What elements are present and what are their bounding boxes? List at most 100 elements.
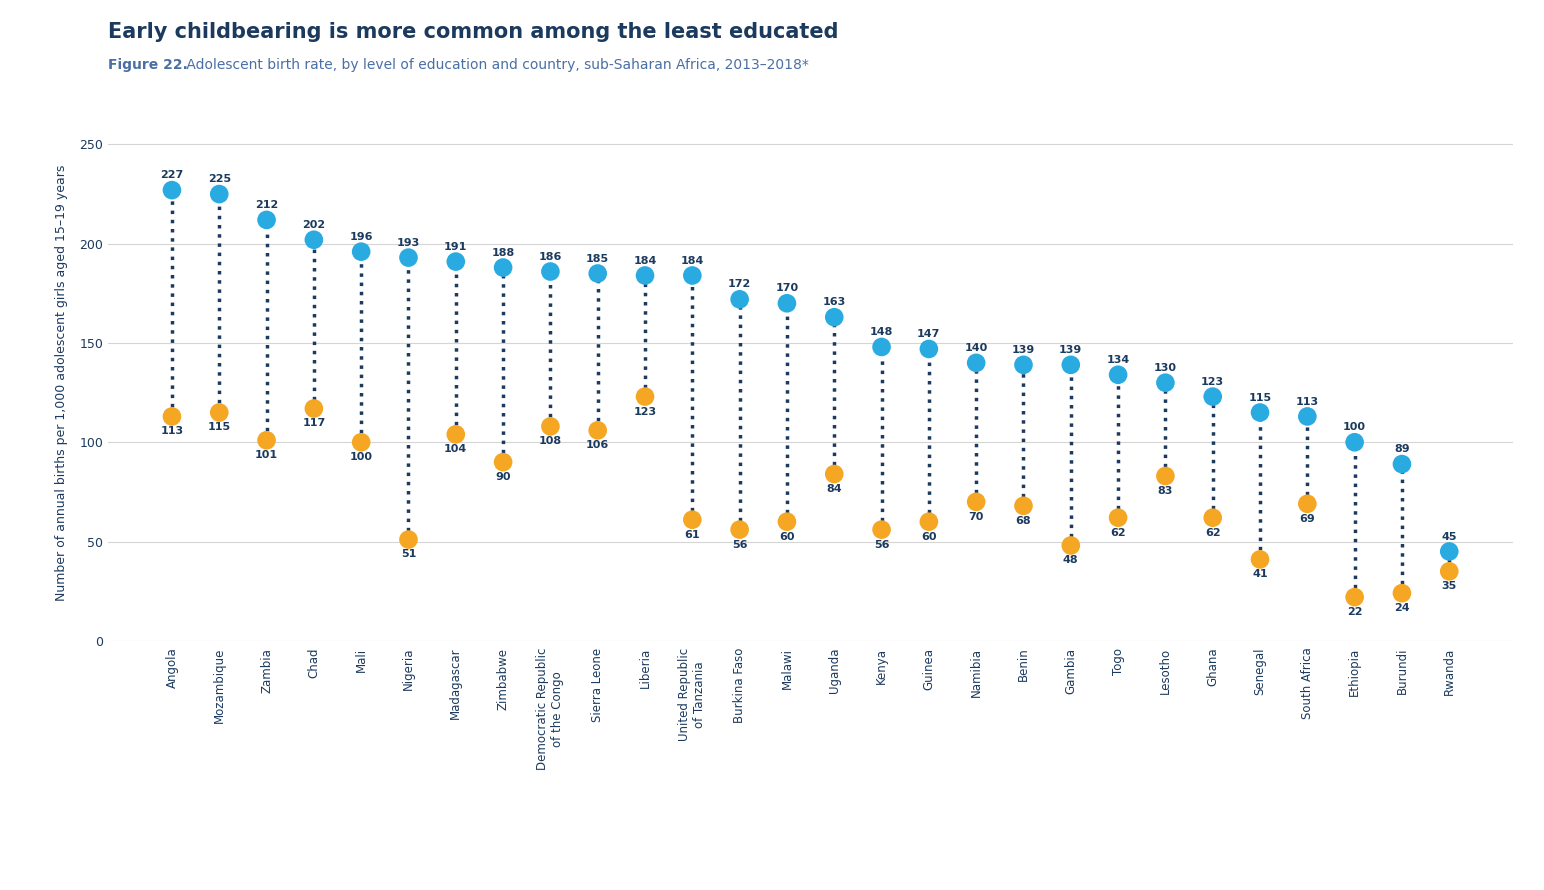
Text: 186: 186 bbox=[539, 252, 562, 262]
Text: 108: 108 bbox=[539, 436, 562, 446]
Text: 48: 48 bbox=[1062, 555, 1079, 565]
Point bbox=[207, 405, 232, 419]
Point bbox=[1200, 511, 1224, 525]
Point bbox=[1106, 511, 1130, 525]
Point bbox=[679, 513, 704, 527]
Text: 113: 113 bbox=[1295, 397, 1319, 407]
Point bbox=[537, 264, 562, 279]
Text: 147: 147 bbox=[917, 329, 940, 339]
Point bbox=[491, 455, 516, 469]
Point bbox=[917, 514, 942, 529]
Point bbox=[443, 255, 468, 269]
Point bbox=[821, 310, 846, 324]
Point bbox=[491, 261, 516, 275]
Text: Early childbearing is more common among the least educated: Early childbearing is more common among … bbox=[108, 22, 838, 42]
Text: 115: 115 bbox=[1249, 392, 1272, 402]
Text: 69: 69 bbox=[1300, 514, 1315, 523]
Point bbox=[1390, 457, 1414, 471]
Text: 115: 115 bbox=[208, 423, 230, 433]
Point bbox=[1248, 405, 1272, 419]
Point bbox=[585, 266, 610, 280]
Point bbox=[1248, 553, 1272, 567]
Text: 90: 90 bbox=[496, 472, 511, 482]
Text: 60: 60 bbox=[922, 531, 937, 542]
Text: 123: 123 bbox=[1201, 376, 1224, 386]
Point bbox=[397, 532, 422, 546]
Text: 45: 45 bbox=[1442, 531, 1458, 541]
Text: 170: 170 bbox=[775, 283, 798, 294]
Text: 139: 139 bbox=[1059, 345, 1082, 355]
Text: 51: 51 bbox=[401, 549, 417, 560]
Text: 70: 70 bbox=[968, 512, 984, 522]
Point bbox=[255, 213, 279, 227]
Point bbox=[1011, 498, 1036, 513]
Text: 212: 212 bbox=[255, 200, 278, 210]
Point bbox=[1295, 497, 1320, 511]
Point bbox=[207, 187, 232, 201]
Point bbox=[443, 427, 468, 441]
Text: 117: 117 bbox=[303, 418, 326, 428]
Point bbox=[159, 183, 184, 198]
Point bbox=[821, 467, 846, 481]
Text: 24: 24 bbox=[1394, 603, 1410, 613]
Text: 35: 35 bbox=[1442, 581, 1458, 591]
Text: 134: 134 bbox=[1107, 355, 1130, 365]
Point bbox=[349, 245, 374, 259]
Text: 22: 22 bbox=[1346, 607, 1362, 617]
Text: 227: 227 bbox=[161, 170, 184, 180]
Point bbox=[1059, 358, 1084, 372]
Point bbox=[1342, 435, 1366, 449]
Y-axis label: Number of annual births per 1,000 adolescent girls aged 15–19 years: Number of annual births per 1,000 adoles… bbox=[56, 165, 68, 601]
Text: 56: 56 bbox=[732, 539, 747, 549]
Point bbox=[727, 292, 752, 306]
Text: 184: 184 bbox=[681, 255, 704, 265]
Text: 106: 106 bbox=[587, 441, 610, 450]
Text: 60: 60 bbox=[780, 531, 795, 542]
Text: 113: 113 bbox=[161, 426, 184, 436]
Point bbox=[1153, 376, 1178, 390]
Text: 56: 56 bbox=[874, 539, 889, 549]
Text: 101: 101 bbox=[255, 450, 278, 460]
Text: 84: 84 bbox=[826, 484, 841, 494]
Point bbox=[963, 495, 988, 509]
Text: Adolescent birth rate, by level of education and country, sub-Saharan Africa, 20: Adolescent birth rate, by level of educa… bbox=[182, 58, 809, 72]
Point bbox=[301, 401, 326, 416]
Text: 62: 62 bbox=[1110, 528, 1126, 538]
Text: 225: 225 bbox=[208, 174, 230, 184]
Point bbox=[537, 419, 562, 433]
Point bbox=[1106, 368, 1130, 382]
Point bbox=[633, 390, 658, 404]
Text: 188: 188 bbox=[491, 247, 514, 257]
Text: 123: 123 bbox=[633, 407, 656, 417]
Point bbox=[869, 340, 894, 354]
Text: 89: 89 bbox=[1394, 444, 1410, 454]
Text: 62: 62 bbox=[1204, 528, 1220, 538]
Text: 184: 184 bbox=[633, 255, 656, 265]
Point bbox=[1437, 545, 1462, 559]
Text: 191: 191 bbox=[445, 242, 468, 252]
Point bbox=[1011, 358, 1036, 372]
Point bbox=[963, 356, 988, 370]
Point bbox=[255, 433, 279, 448]
Text: 100: 100 bbox=[1343, 423, 1366, 433]
Text: Figure 22.: Figure 22. bbox=[108, 58, 188, 72]
Text: 100: 100 bbox=[349, 452, 372, 462]
Text: 163: 163 bbox=[823, 297, 846, 307]
Point bbox=[349, 435, 374, 449]
Text: 172: 172 bbox=[729, 279, 752, 289]
Point bbox=[679, 269, 704, 283]
Text: 193: 193 bbox=[397, 238, 420, 247]
Text: 130: 130 bbox=[1153, 363, 1177, 373]
Text: 196: 196 bbox=[349, 231, 374, 242]
Point bbox=[397, 250, 422, 264]
Point bbox=[869, 522, 894, 537]
Text: 61: 61 bbox=[684, 530, 699, 539]
Point bbox=[1390, 586, 1414, 600]
Text: 185: 185 bbox=[587, 254, 610, 263]
Point bbox=[1059, 538, 1084, 553]
Text: 104: 104 bbox=[445, 444, 468, 454]
Text: 68: 68 bbox=[1016, 515, 1031, 526]
Point bbox=[1153, 469, 1178, 483]
Point bbox=[1342, 590, 1366, 604]
Text: 139: 139 bbox=[1011, 345, 1034, 355]
